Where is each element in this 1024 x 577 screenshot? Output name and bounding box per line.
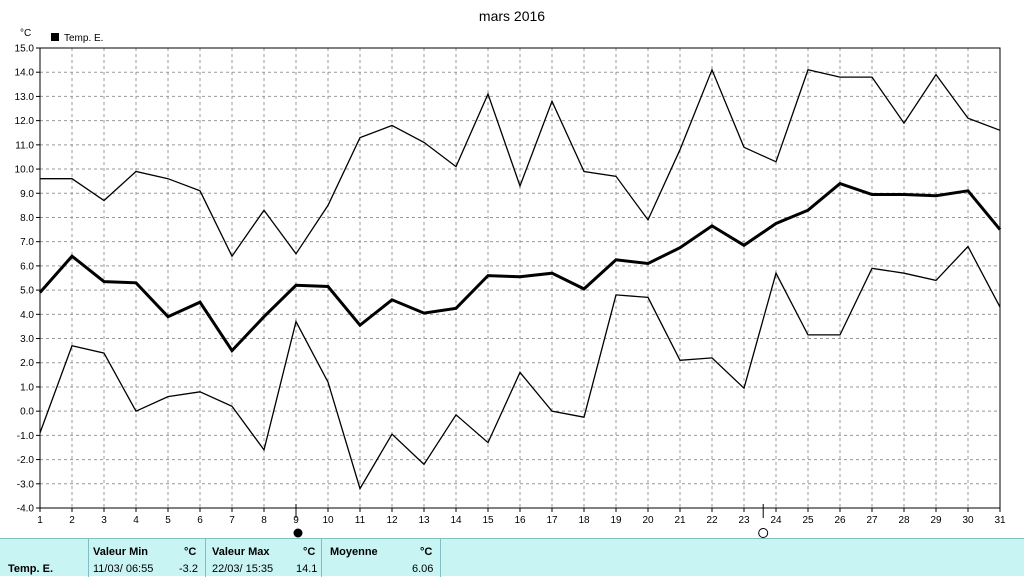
x-tick-label: 29 [930, 515, 942, 526]
max-label: Valeur Max [212, 546, 270, 558]
x-tick-label: 26 [834, 515, 846, 526]
max-cell: Valeur Max °C 22/03/ 15:35 14.1 [206, 539, 321, 577]
x-tick-label: 30 [962, 515, 974, 526]
y-tick-label: -1.0 [17, 431, 35, 442]
y-tick-label: 15.0 [15, 44, 35, 55]
y-tick-label: 7.0 [20, 237, 34, 248]
x-tick-label: 10 [322, 515, 334, 526]
x-tick-label: 2 [69, 515, 75, 526]
max-date: 22/03/ 15:35 [212, 563, 274, 575]
y-tick-label: -2.0 [17, 455, 35, 466]
x-tick-label: 25 [802, 515, 814, 526]
mean-label: Moyenne [330, 546, 378, 558]
x-tick-label: 9 [293, 515, 299, 526]
separator [205, 539, 206, 577]
mean-unit: °C [420, 546, 433, 558]
legend-swatch [51, 33, 59, 41]
x-tick-label: 19 [610, 515, 622, 526]
max-unit: °C [303, 546, 316, 558]
moon-phase-markers [293, 504, 769, 538]
y-tick-label: 10.0 [15, 165, 35, 176]
x-tick-label: 16 [514, 515, 526, 526]
y-tick-label: 4.0 [20, 310, 34, 321]
y-tick-label: 1.0 [20, 382, 34, 393]
y-tick-label: 3.0 [20, 334, 34, 345]
x-tick-label: 7 [229, 515, 235, 526]
x-tick-label: 22 [706, 515, 718, 526]
x-tick-label: 20 [642, 515, 654, 526]
series-label: Temp. E. [8, 563, 54, 575]
x-tick-label: 3 [101, 515, 107, 526]
x-tick-label: 27 [866, 515, 878, 526]
y-tick-label: 5.0 [20, 286, 34, 297]
x-tick-label: 8 [261, 515, 267, 526]
statistics-bar: Temp. E. Valeur Min °C 11/03/ 06:55 -3.2… [0, 538, 1024, 577]
series-cell: Temp. E. [0, 539, 88, 577]
x-tick-label: 14 [450, 515, 462, 526]
y-tick-label: 6.0 [20, 261, 34, 272]
x-tick-labels: 1 2 3 4 5 6 7 8 9 10 11 12 13 14 15 16 17 18 19 20 21 22 23 24 2… [37, 508, 1006, 526]
x-tick-label: 15 [482, 515, 494, 526]
x-tick-label: 11 [355, 515, 366, 526]
x-tick-label: 31 [994, 515, 1006, 526]
x-tick-label: 4 [133, 515, 139, 526]
x-tick-label: 13 [418, 515, 430, 526]
y-tick-label: 11.0 [15, 140, 34, 151]
temperature-chart: mars 2016 °C Temp. E. 15.014.013.012.011… [15, 8, 1006, 538]
new-moon-icon [293, 528, 303, 538]
x-tick-label: 6 [197, 515, 203, 526]
min-date: 11/03/ 06:55 [93, 563, 154, 575]
series-lines [38, 68, 1002, 491]
x-tick-label: 21 [674, 515, 686, 526]
series-line-mean [38, 181, 1002, 354]
x-tick-label: 17 [546, 515, 558, 526]
max-value: 14.1 [296, 563, 318, 575]
x-tick-label: 24 [770, 515, 782, 526]
y-tick-label: 14.0 [15, 68, 35, 79]
min-cell: Valeur Min °C 11/03/ 06:55 -3.2 [89, 539, 205, 577]
min-value: -3.2 [179, 563, 198, 575]
y-tick-label: 8.0 [20, 213, 34, 224]
series-line-max [40, 68, 1001, 258]
y-axis-unit: °C [20, 28, 31, 39]
x-tick-label: 12 [386, 515, 398, 526]
min-label: Valeur Min [93, 546, 149, 558]
x-tick-label: 23 [738, 515, 750, 526]
mean-value: 6.06 [412, 563, 434, 575]
y-tick-labels: 15.0 14.0 13.0 12.0 11.0 10.0 9.0 8.0 7.0 6.0 5.0 4… [15, 44, 40, 515]
min-unit: °C [184, 546, 197, 558]
y-tick-label: -4.0 [17, 504, 35, 515]
x-tick-label: 1 [37, 515, 43, 526]
separator [321, 539, 322, 577]
plot-frame [39, 47, 1001, 509]
x-tick-label: 18 [578, 515, 590, 526]
chart-title: mars 2016 [479, 8, 545, 24]
mean-cell: Moyenne °C 6.06 [322, 539, 440, 577]
separator [440, 539, 441, 577]
x-tick-label: 5 [165, 515, 171, 526]
y-tick-label: 9.0 [20, 189, 34, 200]
y-tick-label: 2.0 [20, 358, 34, 369]
y-tick-label: 12.0 [15, 116, 35, 127]
y-tick-label: -3.0 [17, 479, 35, 490]
legend-label: Temp. E. [64, 33, 103, 44]
x-tick-label: 28 [898, 515, 910, 526]
y-tick-label: 13.0 [15, 92, 35, 103]
full-moon-icon [758, 528, 769, 538]
separator [88, 539, 89, 577]
y-tick-label: 0.0 [20, 407, 34, 418]
series-line-min [39, 245, 1001, 491]
